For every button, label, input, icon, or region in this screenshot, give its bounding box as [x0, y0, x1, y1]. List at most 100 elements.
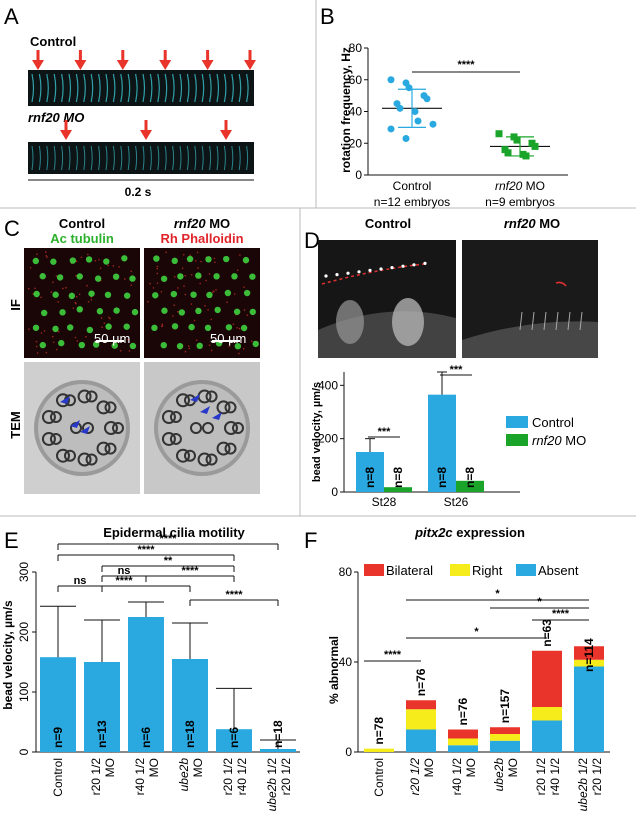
cilium-trace [61, 145, 64, 171]
microtubule-doublet [64, 449, 76, 462]
cilium-trace [186, 73, 190, 103]
panel-f: F pitx2c expression % abnormal 0 40 80 n=78… [304, 525, 610, 811]
phalloidin-speck [85, 335, 87, 338]
phalloidin-speck [184, 274, 187, 277]
stack-segment [406, 709, 436, 730]
n-label: n=8 [391, 467, 405, 488]
cilia-cluster [94, 275, 102, 282]
cilium-trace [135, 145, 138, 171]
cilia-cluster [104, 291, 112, 299]
microtubule-doublet [104, 421, 118, 435]
microtubule-doublet [216, 441, 231, 456]
cilia-cluster [50, 258, 57, 265]
cilium-trace [61, 73, 64, 103]
cilia-cluster [32, 257, 40, 265]
phalloidin-speck [45, 351, 48, 354]
cilium-trace [31, 145, 34, 171]
phalloidin-speck [210, 318, 213, 321]
x-tick-label: Control n=12 embryos [374, 179, 450, 209]
cilia-cluster [225, 324, 233, 331]
cilium-trace [172, 145, 175, 171]
cilia-cluster [39, 341, 47, 349]
cilium [579, 311, 583, 331]
if-row-label: IF [8, 299, 23, 311]
cilium-trace [90, 145, 93, 171]
phalloidin-speck [199, 282, 201, 285]
y-tick-label: 40 [349, 105, 363, 119]
significance-label: **** [115, 575, 133, 587]
cilium-trace [149, 145, 152, 171]
cilium-trace [112, 145, 115, 171]
if-control-image [24, 248, 140, 358]
cilium-trace [127, 145, 130, 171]
panel-letter: E [4, 528, 19, 553]
n-label: n=76 [414, 668, 428, 696]
cilium-trace [98, 73, 101, 103]
microtubule-doublet [176, 393, 190, 408]
data-point [405, 84, 413, 92]
phalloidin-speck [208, 344, 211, 346]
significance-label: ns [118, 565, 131, 577]
time-scale-label: 0.2 s [125, 185, 152, 199]
cilia-cluster [205, 256, 212, 263]
phalloidin-speck [80, 256, 83, 259]
cilia-cluster [160, 341, 167, 349]
significance-label: ** [164, 555, 173, 567]
cilia-cluster [105, 323, 112, 330]
phalloidin-speck [100, 317, 103, 319]
arrowhead-marker [60, 396, 70, 404]
cilium-trace [223, 145, 226, 171]
phalloidin-speck [62, 287, 64, 290]
cilium-trace [209, 73, 212, 103]
cilia-cluster [170, 290, 178, 298]
phalloidin-speck [28, 328, 30, 330]
phalloidin-speck [118, 266, 120, 268]
cilium-trace [216, 73, 220, 103]
panel-letter: B [320, 4, 335, 29]
cilium-trace [246, 145, 249, 171]
phalloidin-speck [243, 309, 246, 311]
phalloidin-speck [190, 273, 193, 276]
significance-label: **** [552, 608, 570, 620]
n-label: n=78 [372, 717, 386, 745]
phalloidin-speck [183, 285, 185, 288]
arrow-head [32, 60, 44, 70]
phalloidin-speck [194, 259, 197, 262]
cilia-cluster [224, 289, 232, 297]
arrowhead-marker [190, 394, 200, 402]
bar [456, 480, 484, 492]
phalloidin-speck [211, 291, 214, 294]
n-label: n=157 [498, 689, 512, 724]
phalloidin-speck [87, 253, 89, 256]
scale-bar [212, 340, 240, 342]
arrow-head [74, 60, 87, 70]
phalloidin-speck [188, 345, 190, 347]
cilium-trace [38, 145, 41, 171]
cilia-cluster [86, 326, 94, 334]
phalloidin-speck [182, 254, 185, 256]
phalloidin-speck [161, 323, 164, 326]
cilia-cluster [171, 323, 179, 330]
n-label: n=8 [463, 467, 477, 488]
cilium-trace [231, 73, 234, 103]
cilium-trace [120, 73, 123, 103]
phalloidin-speck [74, 301, 77, 304]
phalloidin-speck [239, 254, 241, 256]
bead-position [346, 271, 350, 275]
cilium-trace [164, 145, 167, 171]
mo-kymograph-traces [31, 145, 249, 171]
legend-label: rnf20 MO [532, 433, 586, 448]
if-cilia-signal [27, 251, 259, 355]
bar [428, 394, 456, 492]
cilia-cluster [231, 273, 238, 280]
arrow-head [159, 60, 172, 70]
central-pair [202, 422, 214, 434]
bar [84, 662, 120, 752]
phalloidin-speck [215, 289, 217, 291]
x-tick-label: r40 1/2MO [133, 758, 161, 796]
cilia-cluster [112, 273, 120, 280]
cilia-cluster [78, 341, 86, 349]
cilium-trace [231, 145, 234, 171]
cilia-cluster [234, 342, 242, 350]
data-point [531, 142, 539, 150]
